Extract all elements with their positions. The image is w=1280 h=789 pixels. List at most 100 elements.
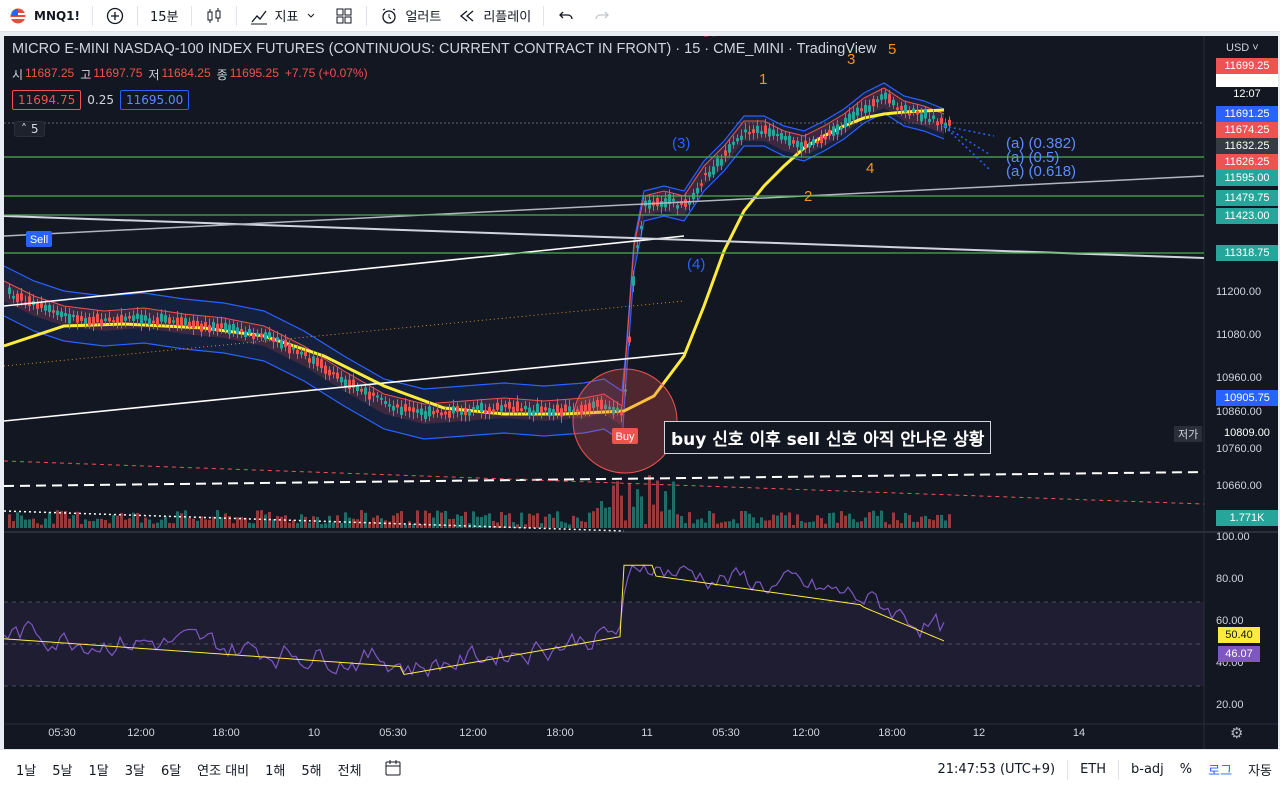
rsi-signal-line xyxy=(4,564,945,676)
volume-bar xyxy=(68,518,71,528)
candle-body xyxy=(916,110,919,115)
sell-price-button[interactable]: 11694.75 xyxy=(12,90,82,110)
rsi-tick-label: 60.00 xyxy=(1216,615,1244,627)
volume-bar xyxy=(632,506,635,528)
candle-body xyxy=(172,320,175,323)
volume-bar xyxy=(696,519,699,528)
candle-body xyxy=(592,401,595,408)
range-button[interactable]: 6달 xyxy=(160,764,182,779)
price-axis-label: 11595.00 xyxy=(1216,170,1278,186)
session-button[interactable]: ETH xyxy=(1080,762,1107,777)
date-ranges: 1날 5날 1달 3달 6달 연조 대비 1해 5해 전체 xyxy=(0,760,370,779)
volume-bar xyxy=(644,523,647,528)
candle-body xyxy=(840,126,843,130)
candle-body xyxy=(272,337,275,342)
candle-body xyxy=(624,389,627,392)
volume-bar xyxy=(220,517,223,528)
bottom-toolbar: 1날 5날 1달 3달 6달 연조 대비 1해 5해 전체 21:47:53 (UTC+9) E… xyxy=(0,749,1280,789)
percent-scale-button[interactable]: % xyxy=(1179,762,1193,777)
elliott-wave-label: (4) xyxy=(687,256,705,273)
range-button[interactable]: 1달 xyxy=(88,764,109,779)
adjust-button[interactable]: b-adj xyxy=(1131,762,1164,777)
range-button[interactable]: 전체 xyxy=(337,764,362,779)
candle-body xyxy=(240,328,243,333)
redo-button[interactable] xyxy=(584,0,620,32)
alerts-button[interactable]: 얼러트 xyxy=(371,0,449,32)
indicator-collapse-toggle[interactable]: ˄ 5 xyxy=(14,121,46,137)
candle-body xyxy=(424,411,427,420)
volume-bar xyxy=(892,512,895,528)
chart-type-button[interactable] xyxy=(196,0,232,32)
volume-bar xyxy=(456,514,459,528)
candle-body xyxy=(408,406,411,411)
volume-bar xyxy=(476,516,479,528)
volume-bar xyxy=(524,524,527,528)
candle-body xyxy=(536,403,539,414)
settings-gear-icon[interactable]: ⚙ xyxy=(1230,725,1244,742)
elliott-wave-label: 5 xyxy=(888,41,896,58)
layout-button[interactable] xyxy=(326,0,362,32)
volume-bar xyxy=(860,521,863,528)
text-annotation[interactable]: buy 신호 이후 sell 신호 아직 안나온 상황 xyxy=(664,421,992,454)
chart-pane[interactable]: Sell Buy 1 2 3 4 5 (3) (4) (a) (0.382) (a) (0.5) (a… xyxy=(4,36,1278,749)
volume-bar xyxy=(172,523,175,528)
range-button[interactable]: 5날 xyxy=(52,764,73,779)
range-button[interactable]: 연조 대비 xyxy=(197,764,250,779)
range-button[interactable]: 1날 xyxy=(16,764,37,779)
candle-body xyxy=(752,129,755,134)
candle-body xyxy=(896,107,899,110)
elliott-wave-label: 3 xyxy=(847,51,855,68)
volume-bar xyxy=(916,521,919,528)
volume-bar xyxy=(592,511,595,528)
volume-bar xyxy=(816,515,819,528)
candle-body xyxy=(296,349,299,355)
interval-button[interactable]: 15분 xyxy=(142,0,187,32)
range-button[interactable]: 1해 xyxy=(265,764,286,779)
volume-bar xyxy=(608,507,611,528)
buy-price-button[interactable]: 11695.00 xyxy=(119,90,190,110)
volume-bar xyxy=(796,514,799,528)
candle-body xyxy=(348,379,351,390)
volume-bar xyxy=(852,519,855,528)
volume-bar xyxy=(120,512,123,528)
volume-bar xyxy=(124,519,127,528)
currency-selector[interactable]: USD ˅ xyxy=(1226,42,1259,54)
candle-body xyxy=(360,388,363,392)
undo-button[interactable] xyxy=(548,0,584,32)
volume-bar xyxy=(276,516,279,528)
range-button[interactable]: 5해 xyxy=(301,764,322,779)
elliott-wave-label: 4 xyxy=(866,160,874,177)
replay-button[interactable]: 리플레이 xyxy=(449,0,539,32)
compare-button[interactable] xyxy=(97,0,133,32)
volume-bar xyxy=(636,489,639,528)
fib-level-label: (a) (0.618) xyxy=(1006,163,1076,180)
candle-body xyxy=(804,140,807,148)
fib-level-label: (a) (0.382) xyxy=(1006,135,1076,152)
volume-bar xyxy=(256,510,259,528)
log-scale-button[interactable]: 로그 xyxy=(1208,764,1233,779)
price-axis-label: 1.771K xyxy=(1216,510,1278,526)
volume-bar xyxy=(96,518,99,528)
goto-date-button[interactable] xyxy=(376,759,410,781)
auto-scale-button[interactable]: 자동 xyxy=(1248,764,1272,779)
candle-body xyxy=(632,276,635,286)
chevron-down-icon[interactable] xyxy=(304,6,318,26)
candle-body xyxy=(584,404,587,412)
indicators-button[interactable]: 지표 xyxy=(241,0,327,32)
clock-timezone[interactable]: 21:47:53 (UTC+9) xyxy=(937,762,1056,777)
candle-body xyxy=(208,325,211,333)
trendline xyxy=(4,235,685,307)
fib-projection-line xyxy=(943,125,990,155)
candle-body xyxy=(20,293,23,301)
candle-body xyxy=(588,403,591,412)
volume-bar xyxy=(428,513,431,528)
volume-bar xyxy=(596,507,599,528)
time-tick-label: 05:30 xyxy=(712,727,740,739)
range-button[interactable]: 3달 xyxy=(124,764,145,779)
price-axis-label: 11626.25 xyxy=(1216,154,1278,170)
volume-bar xyxy=(196,520,199,528)
candle-body xyxy=(328,369,331,376)
time-tick-label: 05:30 xyxy=(48,727,76,739)
symbol-search[interactable]: MNQ1! xyxy=(0,0,88,32)
